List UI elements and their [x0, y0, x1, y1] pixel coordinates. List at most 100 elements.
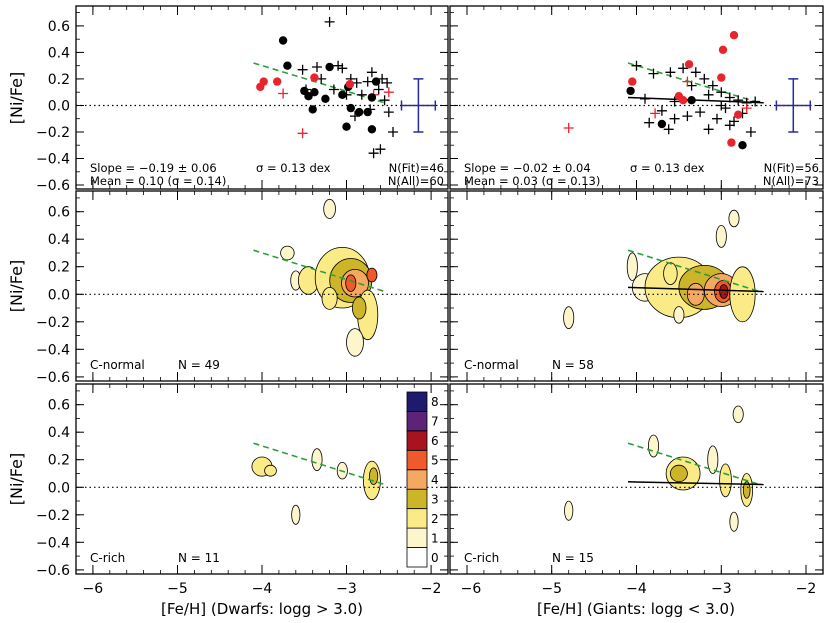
data-point-plus [373, 84, 384, 95]
density-contour [728, 209, 740, 228]
data-point-circle [346, 103, 355, 113]
density-contour [648, 434, 660, 458]
dwarf-fit-line [253, 62, 385, 104]
y-tick-label: −0.6 [36, 178, 70, 194]
dwarf-fit-line [253, 249, 385, 293]
density-contour [564, 500, 574, 521]
data-point-circle-red [729, 31, 739, 40]
y-tick-label: −0.4 [36, 535, 70, 551]
y-tick-label: 0.6 [48, 398, 70, 414]
density-contour [719, 284, 729, 299]
plot-area [450, 405, 823, 532]
plot-area [76, 442, 448, 525]
data-point-plus [669, 113, 680, 124]
y-tick-label: −0.2 [36, 315, 70, 331]
colorbar-tick-label: 6 [431, 434, 439, 448]
y-tick-label: 0.0 [48, 287, 70, 303]
data-point-plus [695, 107, 706, 118]
data-point-plus [750, 96, 761, 107]
x-axis-label-right: [Fe/H] (Giants: logg < 3.0) [537, 600, 735, 618]
data-point-plus [640, 93, 650, 104]
y-tick-label: 0.6 [48, 19, 70, 35]
data-point-circle [325, 62, 334, 72]
plot-area [450, 31, 823, 150]
data-point-circle-red [259, 77, 268, 86]
data-point-circle [342, 122, 351, 131]
data-point-plus-red [383, 87, 394, 98]
sample-label: C-rich [90, 551, 125, 565]
x-tick-label: −2 [796, 581, 817, 597]
data-point-circle [308, 105, 317, 114]
data-point-circle-red [310, 73, 319, 82]
data-point-circle [657, 119, 667, 129]
plot-area [450, 209, 823, 330]
sample-count: N = 49 [178, 358, 220, 372]
data-point-plus [366, 67, 377, 78]
data-point-plus [656, 105, 667, 116]
data-point-plus-red [650, 108, 661, 119]
density-contour [311, 448, 323, 472]
colorbar-swatch [406, 508, 428, 529]
density-contour [323, 198, 336, 219]
density-contour [345, 274, 357, 292]
y-axis-label-middle: [Ni/Fe] [7, 260, 26, 312]
dwarf-fit-line [627, 62, 760, 104]
data-point-plus [665, 67, 676, 78]
data-point-plus [707, 80, 718, 91]
y-tick-label: 0.0 [48, 99, 70, 115]
data-point-plus-red [682, 76, 693, 87]
density-contour [707, 445, 719, 474]
data-point-circle [355, 107, 364, 117]
panel-top-left: Slope = −0.19 ± 0.06 σ = 0.13 dex Mean = 0… [36, 5, 449, 194]
data-point-plus [382, 77, 393, 88]
data-point-circle [338, 90, 347, 100]
y-tick-label: −0.4 [36, 152, 70, 168]
data-point-plus [733, 95, 744, 106]
x-tick-label: −3 [711, 581, 732, 597]
data-point-plus [716, 87, 727, 98]
panel-middle-right: C-normal N = 58 [449, 190, 824, 382]
data-point-circle-red [628, 77, 637, 86]
y-tick-label: 0.2 [48, 72, 70, 88]
slope-text: Slope = −0.19 ± 0.06 [90, 161, 217, 175]
data-point-circle [363, 107, 372, 117]
density-contour [321, 286, 338, 310]
data-point-circle-red [717, 73, 726, 82]
y-tick-label: 0.4 [48, 425, 70, 441]
x-tick-label: −5 [167, 581, 188, 597]
colorbar-swatch [406, 488, 428, 510]
sample-count: N = 11 [178, 551, 220, 565]
data-point-circle [278, 36, 288, 45]
panel-frame [449, 383, 824, 575]
density-contour [346, 328, 364, 357]
ticks [76, 384, 448, 574]
data-point-plus [644, 117, 655, 128]
error-bar [775, 78, 812, 133]
density-contour [719, 463, 732, 498]
data-point-plus [333, 60, 344, 71]
data-point-plus [686, 80, 697, 91]
y-axis-label-bottom: [Ni/Fe] [7, 453, 26, 505]
data-point-circle-red [727, 138, 736, 147]
density-contour [742, 481, 751, 499]
n-fit-text: N(Fit)=56 [764, 161, 819, 175]
mean-text: Mean = 0.10 (σ = 0.14) [90, 174, 226, 188]
plot-area [76, 16, 448, 159]
plot-area [76, 198, 448, 357]
colorbar-tick-label: 2 [431, 512, 439, 526]
giant-fit-line [627, 96, 764, 104]
ticks [76, 6, 448, 189]
data-point-plus [648, 68, 659, 79]
colorbar-swatch [406, 430, 428, 451]
density-contour [626, 252, 638, 281]
ticks [450, 6, 823, 189]
x-tick-label: −4 [252, 581, 273, 597]
y-tick-label: 0.4 [48, 232, 70, 248]
sample-count: N = 15 [552, 551, 594, 565]
ticks [76, 191, 448, 381]
data-point-circle [367, 93, 377, 102]
panel-bottom-right: C-rich N = 15 −6 −5 −4 −3 −2 [449, 383, 824, 597]
data-point-plus [678, 63, 689, 74]
data-point-plus [324, 16, 335, 27]
